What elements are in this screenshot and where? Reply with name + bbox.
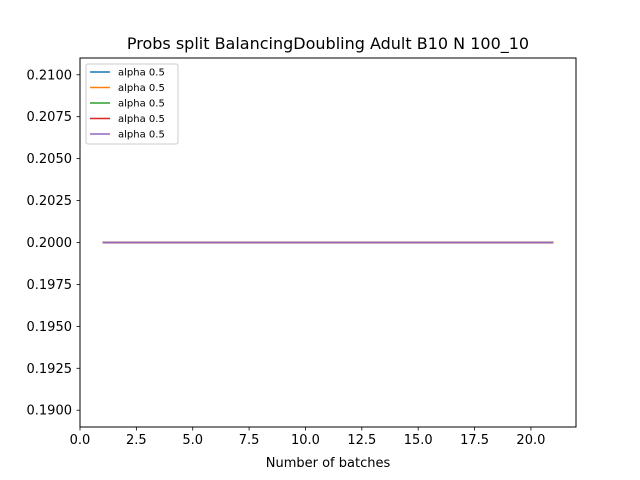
x-tick-label: 20.0 (516, 433, 545, 448)
x-tick-label: 2.5 (126, 433, 147, 448)
x-tick-label: 0.0 (70, 433, 91, 448)
legend-label: alpha 0.5 (118, 114, 165, 125)
x-axis-label: Number of batches (266, 456, 391, 471)
legend-label: alpha 0.5 (118, 130, 165, 141)
y-tick-label: 0.1950 (27, 320, 73, 335)
x-axis-ticks: 0.0 2.5 5.0 7.5 10.0 12.5 15.0 17.5 20.0 (70, 427, 545, 448)
legend: alpha 0.5 alpha 0.5 alpha 0.5 alpha 0.5 alph… (85, 63, 179, 145)
y-tick-label: 0.2100 (27, 68, 73, 83)
x-tick-label: 7.5 (239, 433, 260, 448)
legend-label: alpha 0.5 (118, 68, 165, 79)
y-tick-label: 0.2025 (27, 194, 73, 209)
x-tick-label: 15.0 (404, 433, 433, 448)
y-tick-label: 0.2000 (27, 236, 73, 251)
legend-label: alpha 0.5 (118, 83, 165, 94)
y-tick-label: 0.1925 (27, 362, 73, 377)
x-tick-label: 12.5 (347, 433, 376, 448)
x-tick-label: 10.0 (291, 433, 320, 448)
y-tick-label: 0.1900 (27, 404, 73, 419)
y-tick-label: 0.2050 (27, 152, 73, 167)
x-tick-label: 17.5 (460, 433, 489, 448)
y-tick-label: 0.1975 (27, 278, 73, 293)
y-axis-ticks: 0.1900 0.1925 0.1950 0.1975 0.2000 0.2025 0.20… (27, 68, 80, 419)
legend-box (85, 63, 179, 145)
legend-label: alpha 0.5 (118, 99, 165, 110)
x-tick-label: 5.0 (182, 433, 203, 448)
y-tick-label: 0.2075 (27, 110, 73, 125)
chart-title: Probs split BalancingDoubling Adult B10 … (127, 34, 529, 54)
